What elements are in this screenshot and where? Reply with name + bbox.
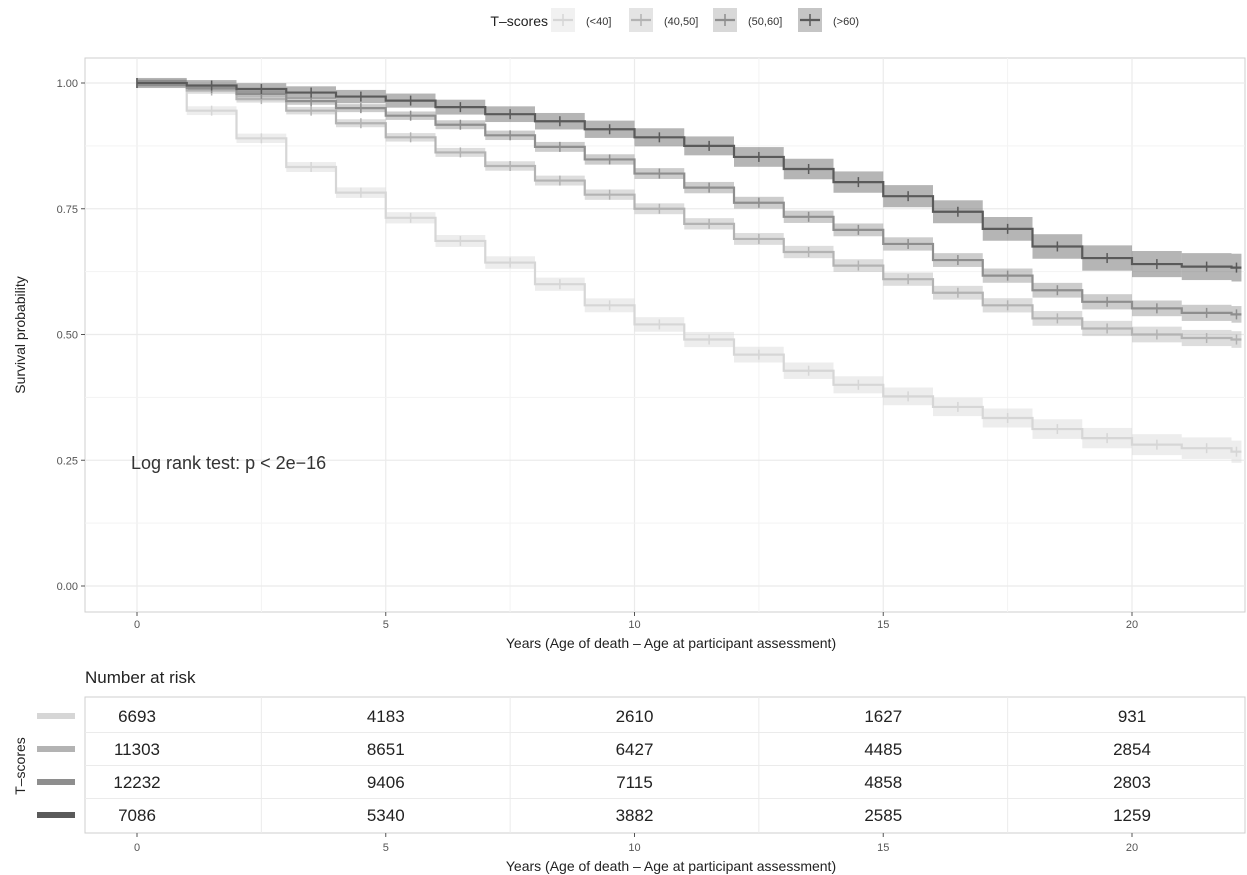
- risk-cell: 7086: [118, 806, 156, 825]
- y-tick-label: 0.50: [57, 330, 78, 342]
- y-tick-label: 1.00: [57, 78, 78, 90]
- x-tick-label: 10: [628, 619, 640, 631]
- risk-x-tick-label: 20: [1126, 842, 1138, 854]
- survival-plot: 0.00 0.25 0.50 0.75 1.00 0 5 10 15 20 Log rank te…: [12, 57, 1246, 651]
- x-tick-label: 15: [877, 619, 889, 631]
- risk-table-ticks: 0 5 10 15 20: [134, 833, 1138, 854]
- survival-curves: [136, 78, 1242, 457]
- risk-cell: 12232: [113, 773, 160, 792]
- risk-cell: 6693: [118, 707, 156, 726]
- y-axis-label: Survival probability: [12, 276, 28, 394]
- legend-title: T–scores: [490, 13, 548, 29]
- risk-cell: 4183: [367, 707, 405, 726]
- risk-table-cells: 6693 4183 2610 1627 931 11303 8651 6427 4485 2854…: [113, 707, 1151, 825]
- risk-cell: 931: [1118, 707, 1146, 726]
- y-tick-label: 0.00: [57, 581, 78, 593]
- legend-label: (<40]: [586, 16, 611, 28]
- x-tick-label: 20: [1126, 619, 1138, 631]
- risk-cell: 1259: [1113, 806, 1151, 825]
- grid: [85, 58, 1245, 612]
- log-rank-annotation: Log rank test: p < 2e−16: [131, 453, 326, 473]
- risk-table-x-label: Years (Age of death – Age at participant…: [506, 858, 836, 874]
- risk-table-title: Number at risk: [85, 668, 196, 687]
- risk-cell: 9406: [367, 773, 405, 792]
- legend-label: (>60): [833, 16, 859, 28]
- risk-table: Number at risk 6693 4183 2610 1627 931 11303 8…: [12, 668, 1246, 874]
- risk-cell: 4858: [864, 773, 902, 792]
- risk-cell: 4485: [864, 740, 902, 759]
- risk-table-row-keys: [37, 713, 75, 818]
- y-tick-label: 0.75: [57, 204, 78, 216]
- risk-cell: 7115: [616, 773, 653, 792]
- legend-label: (40,50]: [664, 16, 698, 28]
- risk-cell: 6427: [616, 740, 654, 759]
- risk-x-tick-label: 10: [628, 842, 640, 854]
- x-tick-label: 5: [383, 619, 389, 631]
- risk-cell: 2803: [1113, 773, 1151, 792]
- risk-cell: 3882: [616, 806, 654, 825]
- y-tick-label: 0.25: [57, 455, 78, 467]
- x-tick-label: 0: [134, 619, 140, 631]
- risk-cell: 2854: [1113, 740, 1151, 759]
- risk-cell: 5340: [367, 806, 405, 825]
- legend-label: (50,60]: [748, 16, 782, 28]
- risk-table-grid: [85, 697, 1245, 833]
- risk-cell: 2585: [864, 806, 902, 825]
- x-axis-label: Years (Age of death – Age at participant…: [506, 635, 836, 651]
- risk-x-tick-label: 5: [383, 842, 389, 854]
- axis-ticks: 0.00 0.25 0.50 0.75 1.00 0 5 10 15 20: [57, 78, 1139, 631]
- risk-cell: 1627: [864, 707, 902, 726]
- risk-cell: 2610: [616, 707, 654, 726]
- risk-cell: 8651: [367, 740, 405, 759]
- risk-x-tick-label: 0: [134, 842, 140, 854]
- risk-x-tick-label: 15: [877, 842, 889, 854]
- risk-cell: 11303: [114, 740, 160, 759]
- legend: T–scores (<40] (40,50] (50,60] (>60): [490, 8, 859, 32]
- risk-table-y-label: T–scores: [12, 737, 28, 795]
